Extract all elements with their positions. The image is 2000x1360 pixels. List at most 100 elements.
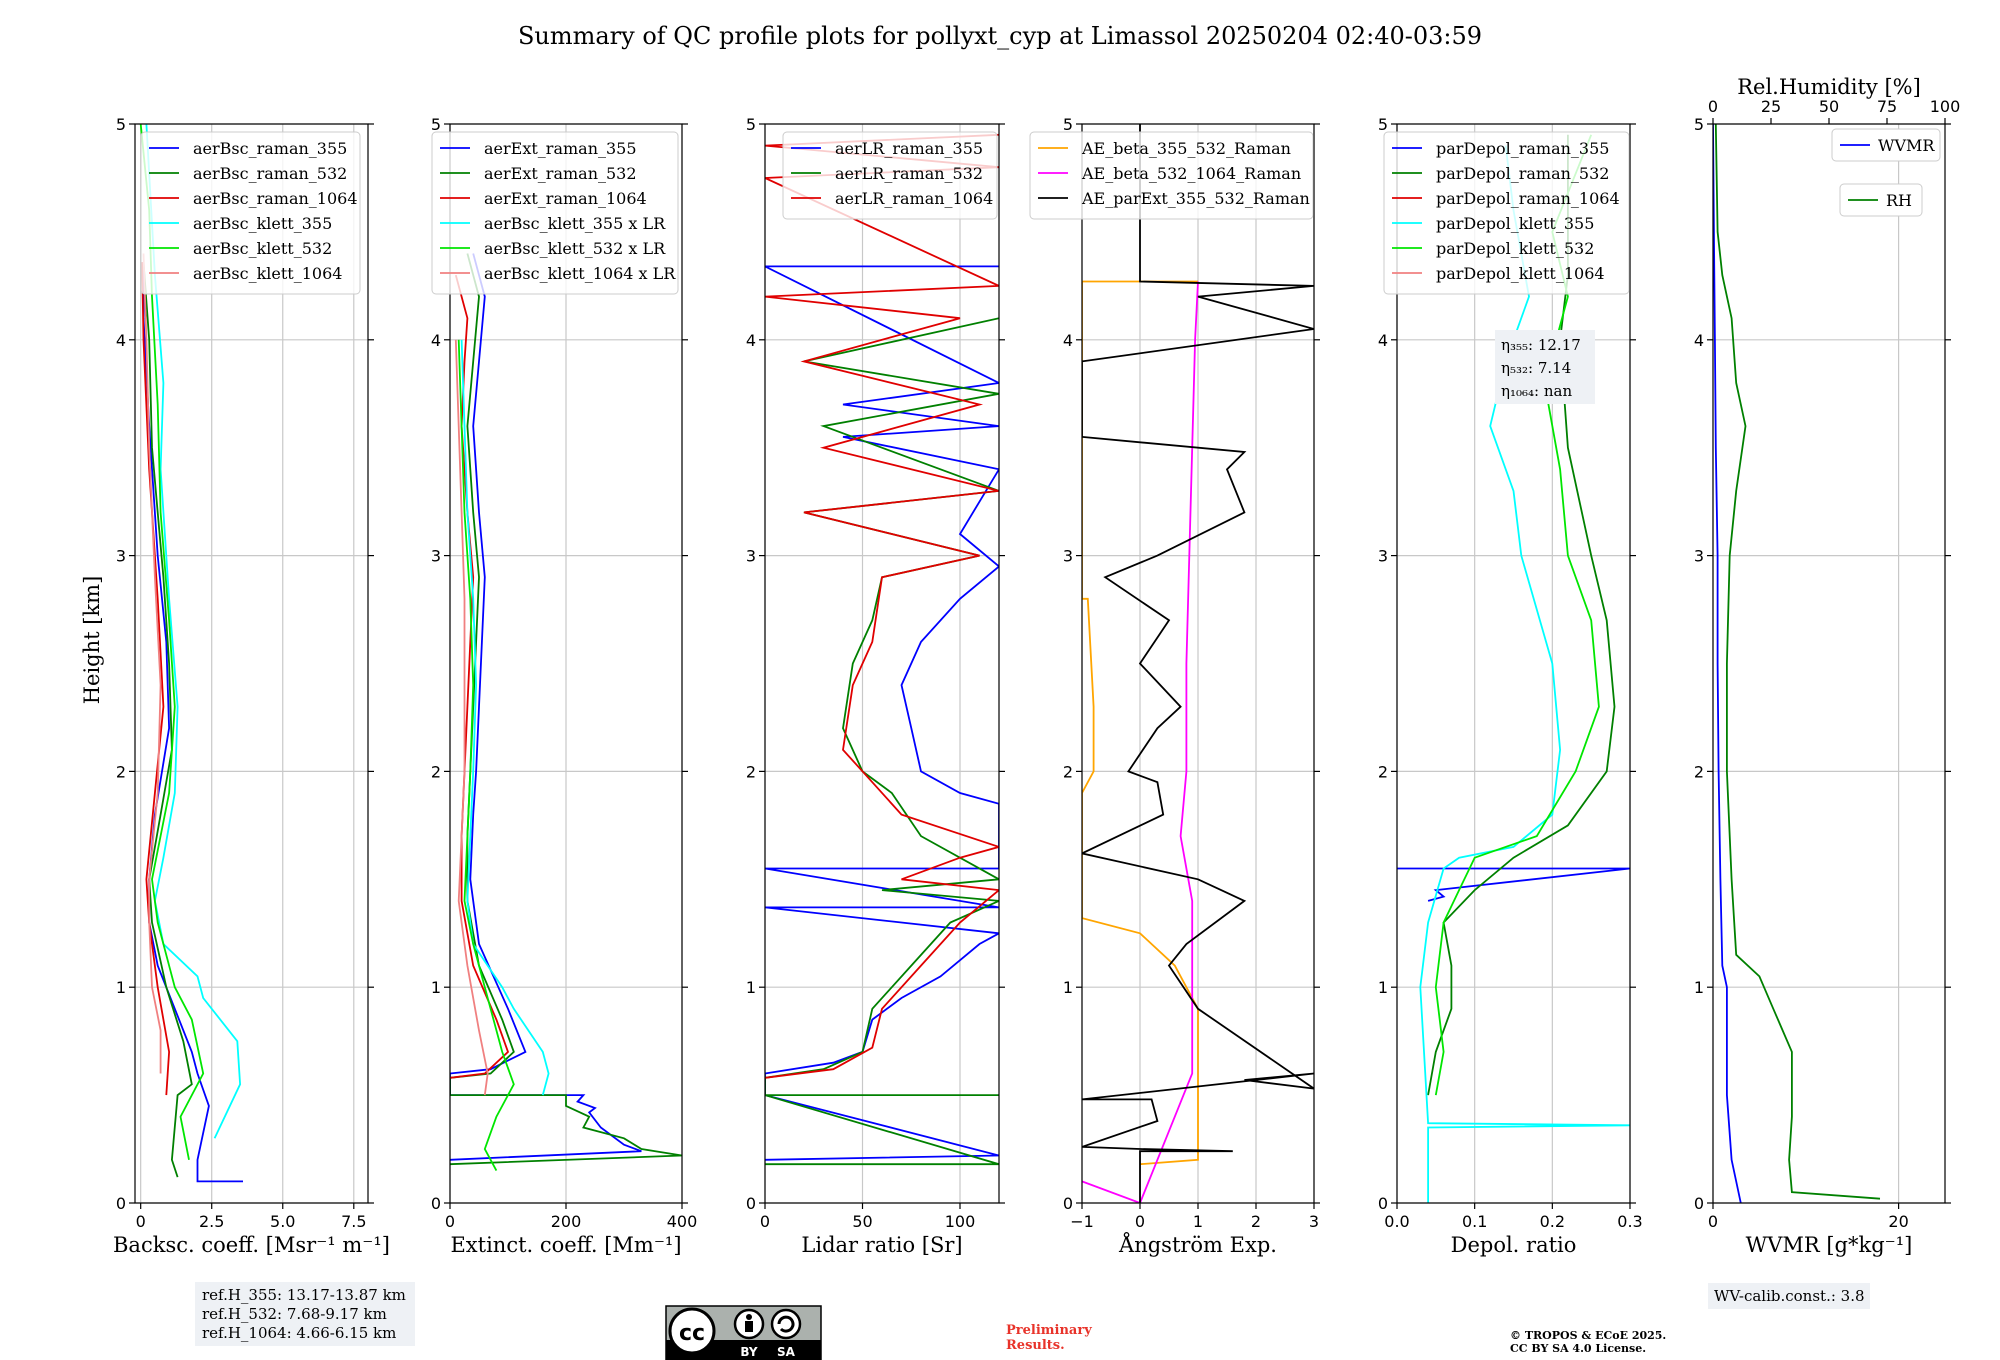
legend-label: aerLR_raman_532 bbox=[835, 164, 983, 183]
legend-label: aerBsc_klett_1064 x LR bbox=[484, 264, 676, 283]
copyright-line-1: © TROPOS & ECoE 2025. bbox=[1510, 1329, 1666, 1342]
legend-label: parDepol_klett_355 bbox=[1436, 214, 1594, 233]
y-tick-label: 4 bbox=[431, 331, 441, 350]
y-tick-label: 2 bbox=[1378, 762, 1388, 781]
eta-note-line: η₁₀₆₄: nan bbox=[1501, 382, 1572, 400]
eta-note-box bbox=[1495, 330, 1595, 404]
x-axis-label: Ångström Exp. bbox=[1118, 1232, 1277, 1257]
legend-label: aerLR_raman_355 bbox=[835, 139, 983, 158]
series-line-aerBsc_klett_355 bbox=[145, 124, 242, 1139]
y-tick-label: 0 bbox=[116, 1194, 126, 1213]
legend-box bbox=[1029, 131, 1314, 220]
legend-label: aerBsc_klett_355 x LR bbox=[484, 214, 666, 233]
legend-label: aerBsc_klett_355 bbox=[193, 214, 332, 233]
axes-frame bbox=[134, 123, 369, 1204]
series-line-aerBsc_klett_532 x LR bbox=[457, 339, 515, 1172]
copyright-line-2: CC BY SA 4.0 License. bbox=[1510, 1342, 1646, 1355]
wv-calib-note: WV-calib.const.: 3.8 bbox=[1708, 1283, 1870, 1309]
panel-ext: 0 200 400 0 1 2 3 4 5 Extinct. coeff. [Mm⁻¹] aerEx… bbox=[431, 115, 697, 1257]
y-tick-label: 5 bbox=[431, 115, 441, 134]
series-line-aerLR_raman_1064 bbox=[765, 133, 999, 1079]
y-tick-label: 4 bbox=[1063, 331, 1073, 350]
series-line-AE_beta_532_1064_Raman bbox=[1082, 281, 1199, 1203]
y-tick-label: 3 bbox=[1378, 547, 1388, 566]
legend-box bbox=[782, 131, 998, 220]
y-tick-label: 1 bbox=[746, 978, 756, 997]
axes-frame bbox=[1712, 123, 1946, 1204]
ref-height-box bbox=[195, 1282, 415, 1346]
series-line-aerBsc_klett_1064 x LR bbox=[454, 339, 489, 1096]
legend-label: aerBsc_raman_355 bbox=[193, 139, 347, 158]
axes-frame bbox=[1396, 123, 1631, 1204]
y-tick-label: 0 bbox=[1063, 1194, 1073, 1213]
y-tick-label: 2 bbox=[1063, 762, 1073, 781]
x-tick-label: 20 bbox=[1888, 1212, 1908, 1231]
panels: 0 2.5 5.0 7.5 0 1 2 3 4 5 Backsc. coeff. [Msr⁻¹ m⁻… bbox=[113, 75, 1960, 1257]
eta-note-line: η₅₃₂: 7.14 bbox=[1501, 359, 1571, 377]
legend-label: aerBsc_raman_532 bbox=[193, 164, 347, 183]
ref-height-355: ref.H_355: 13.17-13.87 km bbox=[202, 1286, 406, 1304]
panel-bsc: 0 2.5 5.0 7.5 0 1 2 3 4 5 Backsc. coeff. [Msr⁻¹ m⁻… bbox=[113, 115, 390, 1257]
top-tick-label: 50 bbox=[1819, 97, 1839, 116]
cc-icon bbox=[668, 1307, 716, 1355]
legend-label: AE_beta_532_1064_Raman bbox=[1081, 164, 1301, 183]
legend-label: parDepol_raman_355 bbox=[1436, 139, 1609, 158]
top-axis-label: Rel.Humidity [%] bbox=[1737, 75, 1921, 99]
series-line-aerBsc_klett_532 bbox=[139, 124, 205, 1160]
top-tick-label: 75 bbox=[1877, 97, 1897, 116]
series-group bbox=[1713, 124, 1881, 1203]
series-line-RH bbox=[1714, 124, 1881, 1200]
y-tick-label: 1 bbox=[1063, 978, 1073, 997]
x-tick-label: 0 bbox=[760, 1212, 770, 1231]
x-axis-label: Lidar ratio [Sr] bbox=[801, 1233, 962, 1257]
series-group bbox=[139, 124, 243, 1183]
legend-label: aerExt_raman_532 bbox=[484, 164, 637, 183]
x-axis-label: Extinct. coeff. [Mm⁻¹] bbox=[450, 1233, 681, 1257]
x-tick-label: 0.0 bbox=[1384, 1212, 1409, 1231]
x-tick-label: 0 bbox=[136, 1212, 146, 1231]
cc-license-badge: cc BY SA bbox=[665, 1305, 822, 1360]
legend-box bbox=[1831, 128, 1941, 162]
y-tick-label: 5 bbox=[116, 115, 126, 134]
legend-label: parDepol_raman_532 bbox=[1436, 164, 1609, 183]
series-line-aerBsc_raman_355 bbox=[142, 262, 243, 1183]
series-line-aerBsc_klett_355 x LR bbox=[460, 339, 550, 1096]
x-tick-label: 0.1 bbox=[1462, 1212, 1487, 1231]
legend-label: RH bbox=[1886, 191, 1912, 210]
eta-note-line: η₃₅₅: 12.17 bbox=[1501, 336, 1581, 354]
y-tick-label: 2 bbox=[1694, 762, 1704, 781]
series-line-parDepol_klett_355 bbox=[1419, 145, 1630, 1203]
x-tick-label: 200 bbox=[551, 1212, 582, 1231]
sa-label: SA bbox=[777, 1345, 796, 1359]
y-tick-label: 3 bbox=[746, 547, 756, 566]
y-tick-label: 0 bbox=[746, 1194, 756, 1213]
by-icon-head bbox=[746, 1314, 752, 1320]
series-line-aerExt_raman_355 bbox=[450, 253, 642, 1161]
x-tick-label: 5.0 bbox=[270, 1212, 295, 1231]
series-group bbox=[1082, 124, 1314, 1203]
series-line-aerBsc_klett_1064 bbox=[142, 253, 162, 1074]
series-line-parDepol_raman_355 bbox=[1397, 867, 1630, 902]
wv-calib-box bbox=[1708, 1283, 1870, 1309]
x-tick-label: 0 bbox=[1708, 1212, 1718, 1231]
legend-label: AE_parExt_355_532_Raman bbox=[1081, 189, 1310, 208]
x-tick-label: 0.2 bbox=[1540, 1212, 1565, 1231]
top-tick-label: 25 bbox=[1761, 97, 1781, 116]
height-axis-label: Height [km] bbox=[80, 576, 104, 705]
series-line-aerBsc_raman_1064 bbox=[141, 262, 171, 1096]
y-tick-label: 4 bbox=[746, 331, 756, 350]
ref-height-1064: ref.H_1064: 4.66-6.15 km bbox=[202, 1324, 396, 1342]
legend-label: aerLR_raman_1064 bbox=[835, 189, 993, 208]
legend-label: parDepol_raman_1064 bbox=[1436, 189, 1620, 208]
x-tick-label: 0 bbox=[445, 1212, 455, 1231]
y-tick-label: 2 bbox=[116, 762, 126, 781]
y-tick-label: 1 bbox=[1378, 978, 1388, 997]
x-tick-label: 100 bbox=[945, 1212, 976, 1231]
x-axis-label: Depol. ratio bbox=[1451, 1233, 1577, 1257]
panel-depol: 0.0 0.1 0.2 0.3 0 1 2 3 4 5 Depol. ratio parDepol_r… bbox=[1378, 115, 1643, 1257]
y-tick-label: 3 bbox=[116, 547, 126, 566]
series-group bbox=[1397, 134, 1630, 1203]
y-tick-label: 3 bbox=[431, 547, 441, 566]
preliminary-line-1: Preliminary bbox=[1006, 1323, 1092, 1338]
